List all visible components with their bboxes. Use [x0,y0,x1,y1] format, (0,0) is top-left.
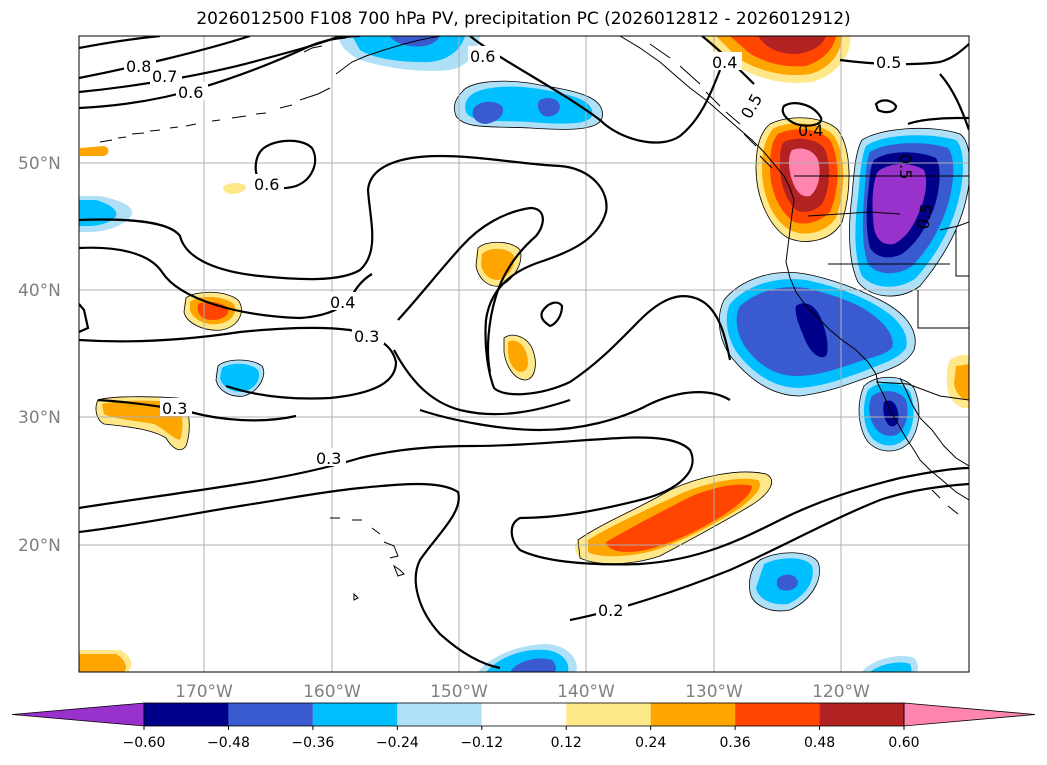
colorbar-tick-label: 0.60 [888,735,919,751]
colorbar-segment [481,703,567,726]
lon-label: 150°W [430,682,488,702]
contour-label: 0.5 [913,202,936,230]
contour-labels: 0.8 0.7 0.6 0.6 0.6 0.4 0.3 0.3 0.3 0.2 … [124,46,936,620]
colorbar-frame [143,702,905,727]
contour-label: 0.2 [598,601,623,620]
blob-yellow-tiny [223,183,246,194]
contour-label: 0.5 [876,53,901,72]
contour-label: 0.4 [712,53,737,72]
colorbar-tick-label: 0.36 [720,735,751,751]
colorbar-tick-label: 0.24 [635,735,666,751]
contour-label: 0.6 [178,83,203,102]
colorbar-extend-high [903,702,1036,727]
colorbar: −0.60 −0.48 −0.36 −0.24 −0.12 0.12 0.24 0.36 0.4… [11,702,1036,751]
contour-label: 0.8 [126,57,151,76]
colorbar-tick-label: 0.12 [551,735,582,751]
longitude-labels: 170°W 160°W 150°W 140°W 130°W 120°W [175,682,870,702]
precip-shading [79,36,969,672]
lon-label: 170°W [175,682,233,702]
lat-label: 20°N [18,536,61,556]
blob-north-pacific-mid [454,81,603,130]
contour-label: 0.4 [330,293,355,312]
colorbar-segment [144,703,229,726]
contour-label: 0.3 [316,449,341,468]
lat-label: 30°N [18,408,61,428]
blob-orange-subtropical [575,471,772,564]
colorbar-tick-label: −0.60 [123,735,166,751]
contour-label: 0.3 [162,399,187,418]
lon-label: 130°W [685,682,743,702]
colorbar-segment [228,703,313,726]
contour-label: 0.4 [798,121,823,140]
lon-label: 120°W [812,682,870,702]
latitude-labels: 50°N 40°N 30°N 20°N [18,154,61,556]
blob-red-top [706,36,851,83]
blob-blue-bottom [478,644,577,672]
lon-label: 140°W [557,682,615,702]
blob-north-pacific-top [339,36,480,71]
contour-label: 0.3 [354,327,379,346]
colorbar-segment [819,703,904,726]
blob-purple-interior [849,128,969,297]
colorbar-tick-label: −0.24 [376,735,419,751]
blob-blue-southeast [749,552,820,611]
colorbar-segment [397,703,482,726]
blob-orange-tiny-left [80,146,109,156]
precip-outlines [95,80,969,612]
contour-label: 0.6 [470,47,495,66]
lon-label: 160°W [303,682,361,702]
blob-blue-baja [859,377,919,451]
blob-orange-west [183,292,242,331]
lat-label: 50°N [18,154,61,174]
blob-orange-center-south [504,335,536,380]
map-title: 2026012500 F108 700 hPa PV, precipitatio… [196,9,851,29]
contour-label: 0.7 [152,67,177,86]
contour-label: 0.6 [254,175,279,194]
colorbar-segment [650,703,736,726]
lat-label: 40°N [18,281,61,301]
coastlines [99,36,969,601]
contour-label: 0.5 [896,154,915,179]
colorbar-segment [735,703,820,726]
colorbar-tick-label: 0.48 [804,735,835,751]
colorbar-tick-label: −0.12 [460,735,503,751]
blob-blue-california [719,272,916,396]
colorbar-tick-label: −0.48 [207,735,250,751]
colorbar-segment [566,703,651,726]
colorbar-tick-label: −0.36 [291,735,334,751]
plot-frame [78,35,970,673]
colorbar-segment [312,703,398,726]
colorbar-extend-low [11,702,145,727]
